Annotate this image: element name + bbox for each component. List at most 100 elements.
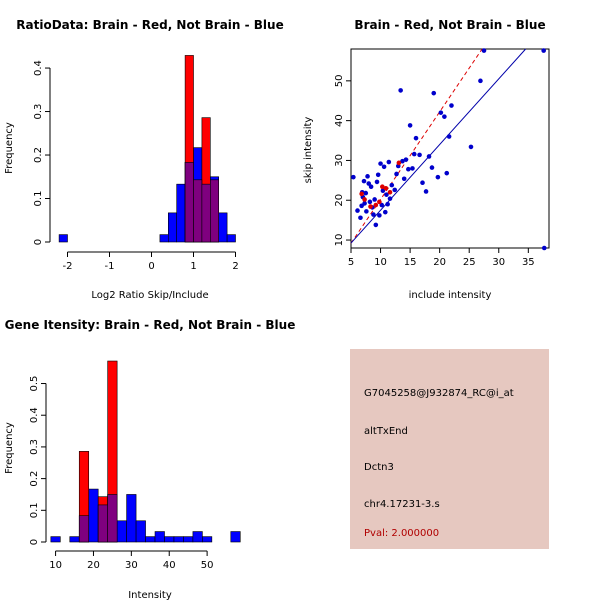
- ratio-histogram-y-tick-label: 0.2: [33, 147, 44, 163]
- scatter-point-brain: [387, 189, 393, 195]
- scatter-x-tick-label: 20: [433, 257, 446, 268]
- gene-histogram-bar-not-brain: [202, 536, 213, 543]
- ratio-histogram-x-tick-label: -2: [63, 261, 73, 272]
- scatter-point-not-brain: [541, 245, 547, 251]
- gene-histogram-bar-not-brain: [135, 520, 146, 543]
- scatter-fit-brain-fit: [350, 48, 483, 244]
- scatter-point-brain: [377, 199, 382, 205]
- scatter-point-not-brain: [449, 103, 454, 108]
- scatter-point-brain: [380, 184, 385, 190]
- scatter-point-not-brain: [378, 161, 383, 166]
- gene-histogram-bar-not-brain: [192, 531, 203, 543]
- scatter-point-not-brain: [410, 166, 415, 171]
- scatter-point-not-brain: [420, 180, 425, 186]
- gene-histogram-bar-not-brain: [145, 536, 156, 543]
- scatter-point-not-brain: [468, 144, 474, 150]
- gene-histogram-bar-not-brain: [164, 536, 175, 543]
- ratio-histogram-bar-overlap: [193, 179, 203, 243]
- scatter-fit-not-brain-fit: [350, 48, 526, 244]
- ratio-histogram: RatioData: Brain - Red, Not Brain - Blue…: [4, 18, 284, 301]
- gene-histogram-bar-overlap: [107, 494, 118, 543]
- gene-histogram-bar-not-brain: [126, 494, 137, 543]
- scatter-point-not-brain: [411, 151, 417, 157]
- ratio-histogram-y-tick-label: 0.4: [33, 60, 44, 76]
- ratio-histogram-bar-overlap: [184, 162, 194, 243]
- scatter-y-axis: 10 20 30 40 50: [334, 74, 351, 246]
- gene-histogram-x-tick-label: 40: [163, 560, 176, 571]
- gene-histogram-bar-not-brain: [69, 536, 80, 543]
- gene-histogram-bar-overlap: [78, 515, 90, 543]
- scatter-point-not-brain: [394, 171, 399, 177]
- gene-histogram-bar-not-brain: [230, 531, 241, 543]
- gene-histogram-title: Gene Itensity: Brain - Red, Not Brain - …: [5, 318, 296, 332]
- scatter-y-tick-label: 20: [334, 194, 345, 207]
- scatter-point-not-brain: [377, 213, 382, 218]
- ratio-histogram-x-tick-label: -1: [105, 261, 115, 272]
- gene-histogram-bars: [50, 360, 241, 543]
- scatter-plot-box: [350, 48, 550, 249]
- scatter-point-not-brain: [444, 170, 450, 176]
- scatter-point-not-brain: [392, 187, 398, 193]
- ratio-histogram-bars: [58, 55, 236, 243]
- gene-histogram-x-tick-label: 10: [49, 560, 62, 571]
- scatter-point-not-brain: [406, 166, 411, 172]
- scatter-point-not-brain: [429, 165, 435, 170]
- scatter-point-not-brain: [442, 114, 447, 119]
- scatter-point-not-brain: [361, 178, 367, 184]
- ratio-histogram-ylabel: Frequency: [4, 122, 15, 174]
- ratio-histogram-bar-not-brain: [58, 234, 68, 243]
- gene-histogram-bar-overlap: [97, 504, 108, 543]
- scatter-point-not-brain: [413, 135, 419, 141]
- scatter-point-not-brain: [438, 110, 444, 115]
- scatter-point-not-brain: [365, 174, 370, 179]
- scatter-y-tick-label: 30: [334, 154, 345, 167]
- scatter-point-not-brain: [387, 196, 393, 201]
- scatter-point-not-brain: [367, 199, 373, 205]
- scatter-point-not-brain: [389, 182, 395, 188]
- gene-histogram-bar-not-brain: [50, 536, 61, 543]
- scatter-y-tick-label: 50: [334, 74, 345, 87]
- scatter-x-tick-label: 30: [492, 257, 505, 268]
- genomic-location: chr4.17231-3.s: [364, 499, 440, 510]
- ratio-histogram-x-axis: -2 -1 0 1 2: [63, 251, 239, 272]
- gene-symbol: Dctn3: [364, 462, 394, 473]
- scatter-point-not-brain: [478, 78, 483, 84]
- intensity-scatter: Brain - Red, Not Brain - Blue include in…: [303, 18, 550, 301]
- scatter-point-not-brain: [374, 179, 380, 185]
- gene-histogram-ylabel: Frequency: [4, 422, 15, 474]
- scatter-point-brain: [362, 197, 367, 202]
- p-value: Pval: 2.000000: [364, 528, 439, 539]
- scatter-point-not-brain: [366, 181, 372, 186]
- scatter-point-not-brain: [351, 174, 356, 180]
- gene-histogram-bar-not-brain: [173, 536, 184, 543]
- scatter-x-tick-label: 25: [463, 257, 476, 268]
- scatter-point-not-brain: [400, 158, 405, 164]
- scatter-point-not-brain: [364, 209, 369, 214]
- ratio-histogram-y-axis: 0 0.1 0.2 0.3 0.4: [33, 60, 51, 245]
- gene-histogram-bar-not-brain: [88, 488, 99, 543]
- gene-histogram-x-tick-label: 50: [201, 560, 214, 571]
- ratio-histogram-bar-not-brain: [168, 212, 178, 243]
- ratio-histogram-xlabel: Log2 Ratio Skip/Include: [91, 290, 208, 301]
- scatter-y-tick-label: 40: [334, 114, 345, 127]
- scatter-point-not-brain: [417, 152, 422, 158]
- ratio-histogram-x-tick-label: 0: [148, 261, 154, 272]
- ratio-histogram-bar-not-brain: [218, 212, 228, 243]
- gene-intensity-histogram: Gene Itensity: Brain - Red, Not Brain - …: [4, 318, 295, 600]
- scatter-x-tick-label: 10: [374, 257, 387, 268]
- gene-histogram-y-tick-label: 0.4: [29, 407, 40, 423]
- probe-info-panel: G7045258@J932874_RC@i_at altTxEnd Dctn3 …: [350, 349, 549, 549]
- gene-histogram-y-tick-label: 0: [29, 539, 40, 545]
- scatter-x-axis: 5 10 15 20 25 30 35: [348, 248, 535, 268]
- scatter-point-not-brain: [431, 90, 437, 96]
- scatter-point-not-brain: [385, 201, 390, 207]
- scatter-y-tick-label: 10: [334, 234, 345, 247]
- scatter-point-not-brain: [368, 184, 374, 190]
- scatter-xlabel: include intensity: [409, 290, 492, 301]
- scatter-point-not-brain: [386, 159, 392, 165]
- gene-histogram-x-tick-label: 30: [125, 560, 138, 571]
- info-panel-background: [350, 349, 549, 549]
- scatter-point-not-brain: [382, 209, 388, 215]
- probe-id: G7045258@J932874_RC@i_at: [364, 388, 514, 399]
